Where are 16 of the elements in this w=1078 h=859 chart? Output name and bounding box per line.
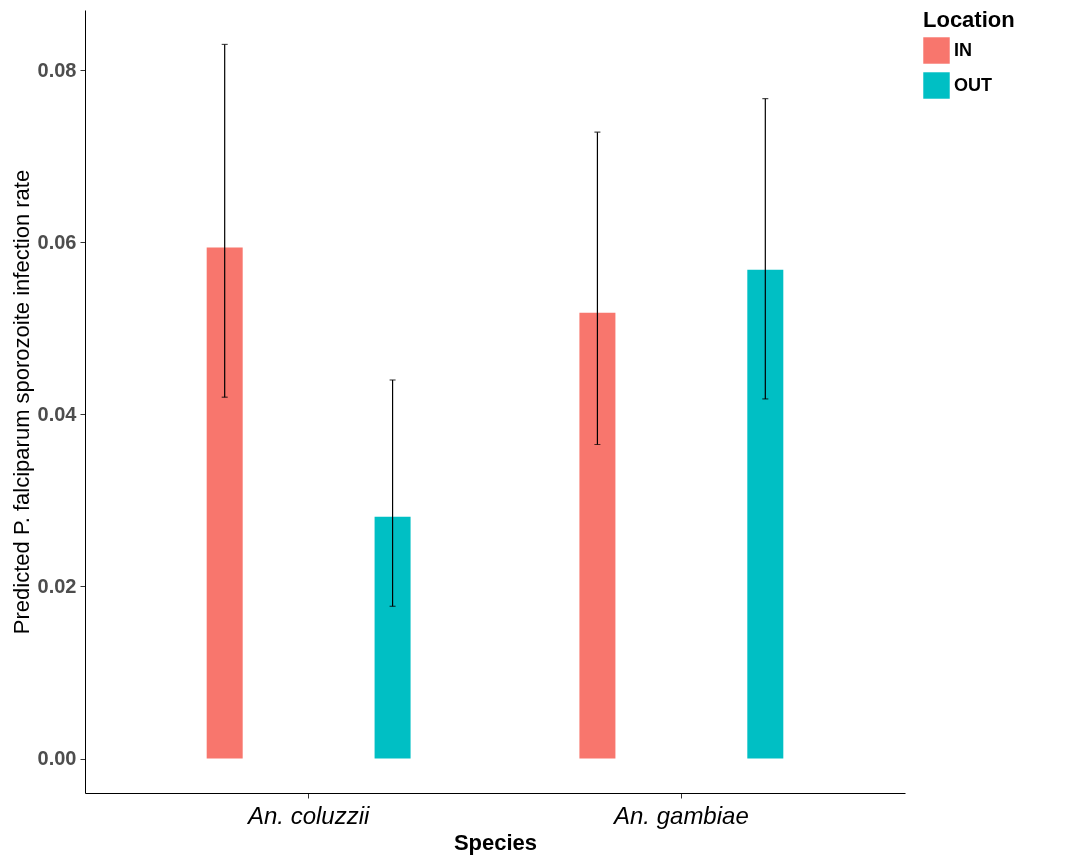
bar	[747, 269, 784, 759]
y-axis-title: Predicted P. falciparum sporozoite infection rate	[8, 169, 34, 635]
y-tick-label: 0.06	[37, 230, 77, 253]
legend-title: Location	[923, 7, 1015, 32]
legend-label: OUT	[954, 74, 992, 95]
y-tick-label: 0.02	[37, 574, 77, 597]
y-tick-label: 0.08	[37, 58, 77, 81]
bar	[374, 516, 411, 759]
x-tick-label: An. coluzzii	[245, 801, 370, 829]
bar	[579, 312, 616, 759]
x-tick-label: An. gambiae	[611, 801, 749, 829]
y-tick-label: 0.00	[37, 747, 77, 770]
bar	[206, 247, 243, 759]
y-tick-label: 0.04	[37, 402, 78, 425]
x-axis-title: Species	[453, 829, 538, 855]
legend-label: IN	[954, 39, 972, 60]
